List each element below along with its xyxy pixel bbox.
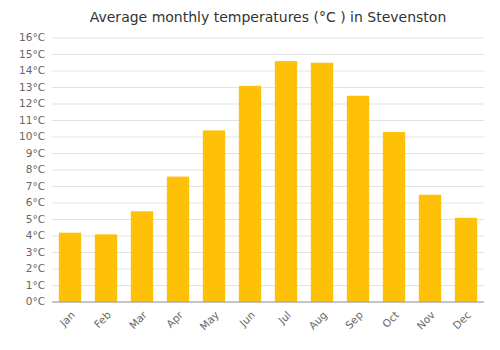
y-tick-label: 12°C	[19, 97, 45, 109]
y-tick-label: 13°C	[19, 81, 45, 93]
bar	[455, 218, 477, 302]
y-tick-label: 10°C	[19, 130, 45, 142]
grid-line	[52, 54, 484, 55]
chart: 0°C 1°C 2°C 3°C 4°C 5°C 6°C 7°C 8°C 9°C 10°C 11°C 12…	[0, 0, 500, 350]
grid-line	[52, 302, 484, 303]
y-tick-label: 0°C	[26, 295, 45, 307]
bar	[347, 96, 369, 302]
bars	[59, 61, 477, 302]
x-tick-label: May	[197, 309, 221, 333]
y-tick-label: 16°C	[19, 31, 45, 43]
bar	[275, 61, 297, 302]
y-tick-label: 11°C	[19, 114, 45, 126]
x-tick-label: Nov	[414, 309, 437, 332]
bar	[131, 211, 153, 302]
y-tick-label: 14°C	[19, 64, 45, 76]
bar	[311, 63, 333, 302]
x-tick-label: Mar	[127, 308, 150, 331]
y-tick-label: 1°C	[26, 279, 45, 291]
x-tick-label: Jan	[56, 309, 77, 330]
x-tick-label: Dec	[450, 308, 473, 331]
bar	[59, 233, 81, 302]
grid-line	[52, 87, 484, 88]
x-tick-label: Oct	[380, 309, 401, 330]
x-tick-label: Aug	[306, 309, 329, 332]
bar	[203, 130, 225, 302]
x-tick-label: Jul	[275, 309, 293, 327]
y-tick-label: 8°C	[26, 163, 45, 175]
bar	[383, 132, 405, 302]
bar	[95, 234, 117, 302]
y-tick-label: 7°C	[26, 180, 45, 192]
x-tick-label: Feb	[91, 308, 113, 330]
y-tick-label: 6°C	[26, 196, 45, 208]
x-axis-line	[52, 302, 484, 303]
x-tick-label: Jun	[236, 309, 257, 330]
grid-line	[52, 137, 484, 138]
x-tick-label: Sep	[343, 308, 366, 331]
grid-line	[52, 120, 484, 121]
x-axis: Jan Feb Mar Apr May Jun Jul Aug Sep Oct Nov Dec	[56, 308, 473, 332]
y-tick-label: 15°C	[19, 48, 45, 60]
title: Average monthly temperatures (°C ) in St…	[90, 9, 447, 25]
grid-line	[52, 153, 484, 154]
y-axis: 0°C 1°C 2°C 3°C 4°C 5°C 6°C 7°C 8°C 9°C 10°C 11°C 12…	[19, 31, 45, 307]
y-tick-label: 9°C	[26, 147, 45, 159]
grid-line	[52, 71, 484, 72]
bar	[239, 86, 261, 302]
grid-line	[52, 104, 484, 105]
grid-line	[52, 170, 484, 171]
grid-line	[52, 38, 484, 39]
grid	[52, 38, 484, 302]
y-tick-label: 4°C	[26, 229, 45, 241]
y-tick-label: 5°C	[26, 213, 45, 225]
bar	[167, 177, 189, 302]
y-tick-label: 3°C	[26, 246, 45, 258]
grid-line	[52, 186, 484, 187]
x-tick-label: Apr	[164, 308, 186, 330]
chart-container: 0°C 1°C 2°C 3°C 4°C 5°C 6°C 7°C 8°C 9°C 10°C 11°C 12…	[0, 0, 500, 350]
y-tick-label: 2°C	[26, 262, 45, 274]
bar	[419, 195, 441, 302]
